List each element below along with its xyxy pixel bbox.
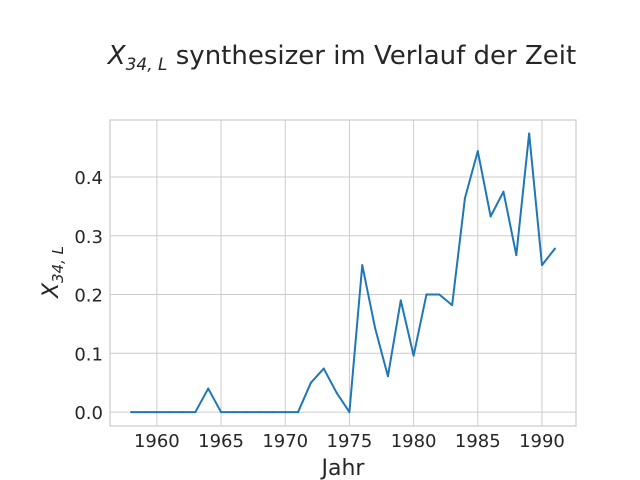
data-point — [451, 304, 454, 307]
y-tick-label: 0.0 — [74, 403, 103, 424]
data-point — [194, 411, 197, 414]
data-point — [463, 197, 466, 200]
x-tick-labels: 1960 1965 1970 1975 1980 1985 1990 — [134, 431, 565, 452]
data-point — [297, 411, 300, 414]
x-tick-label: 1970 — [262, 431, 308, 452]
plot-area — [130, 132, 556, 414]
data-point — [386, 375, 389, 378]
data-point — [540, 264, 543, 267]
data-point — [553, 247, 556, 250]
data-point — [335, 391, 338, 394]
y-axis-label-variable: X — [39, 282, 64, 299]
data-point — [258, 411, 261, 414]
data-point — [528, 132, 531, 135]
data-point — [143, 411, 146, 414]
data-point — [476, 150, 479, 153]
data-point — [515, 254, 518, 257]
y-tick-labels: 0.0 0.1 0.2 0.3 0.4 — [74, 168, 103, 424]
data-point — [412, 354, 415, 357]
x-tick-label: 1960 — [134, 431, 180, 452]
data-point — [284, 411, 287, 414]
data-point — [322, 367, 325, 370]
chart-title-subscript: 34, L — [126, 55, 168, 75]
data-point — [245, 411, 248, 414]
x-tick-label: 1985 — [455, 431, 501, 452]
data-point — [489, 215, 492, 218]
data-point — [399, 299, 402, 302]
data-point — [502, 190, 505, 193]
chart-title-text: synthesizer im Verlauf der Zeit — [168, 41, 577, 71]
data-point — [181, 411, 184, 414]
data-point — [220, 411, 223, 414]
x-tick-label: 1990 — [519, 431, 565, 452]
data-point — [271, 411, 274, 414]
chart-title: X34, L synthesizer im Verlauf der Zeit — [106, 41, 576, 75]
x-tick-label: 1975 — [327, 431, 373, 452]
data-point — [348, 411, 351, 414]
data-point — [425, 293, 428, 296]
data-point — [168, 411, 171, 414]
y-tick-label: 0.1 — [74, 344, 103, 365]
x-tick-label: 1980 — [391, 431, 437, 452]
data-point — [374, 327, 377, 330]
chart-title-variable: X — [106, 41, 127, 71]
y-tick-label: 0.3 — [74, 227, 103, 248]
y-tick-label: 0.4 — [74, 168, 103, 189]
y-tick-label: 0.2 — [74, 286, 103, 307]
series-line — [130, 132, 556, 414]
plot-frame — [109, 119, 577, 427]
y-axis-label: X34, L — [39, 246, 67, 299]
grid — [110, 120, 576, 426]
data-point — [309, 381, 312, 384]
x-tick-label: 1965 — [198, 431, 244, 452]
data-point — [155, 411, 158, 414]
x-axis-label: Jahr — [320, 456, 366, 480]
y-axis-label-subscript: 34, L — [49, 246, 67, 283]
data-point — [438, 293, 441, 296]
data-point — [207, 387, 210, 390]
data-point — [130, 411, 133, 414]
data-point — [361, 264, 364, 267]
data-point — [232, 411, 235, 414]
